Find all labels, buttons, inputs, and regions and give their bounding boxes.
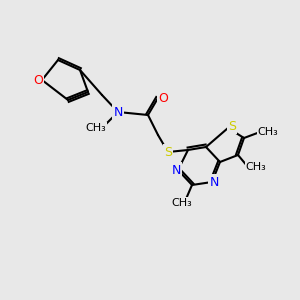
Text: O: O: [158, 92, 168, 104]
Text: O: O: [33, 74, 43, 86]
Text: CH₃: CH₃: [246, 162, 266, 172]
Text: CH₃: CH₃: [85, 123, 106, 133]
Text: S: S: [228, 119, 236, 133]
Text: N: N: [171, 164, 181, 176]
Text: S: S: [164, 146, 172, 158]
Text: N: N: [113, 106, 123, 118]
Text: N: N: [209, 176, 219, 188]
Text: CH₃: CH₃: [172, 198, 192, 208]
Text: CH₃: CH₃: [258, 127, 278, 137]
